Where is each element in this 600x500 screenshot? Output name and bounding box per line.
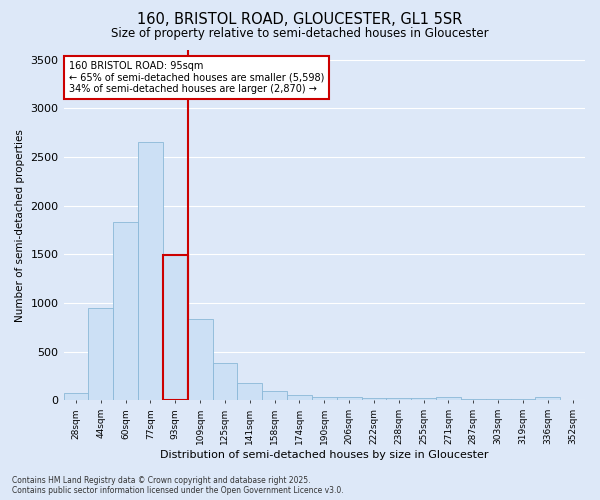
Bar (188, 318, 212, 400)
Bar (386, 398, 411, 400)
Bar (287, 395, 312, 400)
Text: 160 BRISTOL ROAD: 95sqm
← 65% of semi-detached houses are smaller (5,598)
34% of: 160 BRISTOL ROAD: 95sqm ← 65% of semi-de… (69, 60, 324, 94)
Bar (535, 397, 560, 400)
Bar (113, 222, 138, 400)
Bar (362, 398, 386, 400)
Bar (312, 396, 337, 400)
Bar (88, 308, 113, 400)
Text: Size of property relative to semi-detached houses in Gloucester: Size of property relative to semi-detach… (111, 28, 489, 40)
Bar (262, 390, 287, 400)
Y-axis label: Number of semi-detached properties: Number of semi-detached properties (15, 129, 25, 322)
Text: 160, BRISTOL ROAD, GLOUCESTER, GL1 5SR: 160, BRISTOL ROAD, GLOUCESTER, GL1 5SR (137, 12, 463, 28)
Bar (411, 398, 436, 400)
Bar (436, 397, 461, 400)
X-axis label: Distribution of semi-detached houses by size in Gloucester: Distribution of semi-detached houses by … (160, 450, 488, 460)
Bar (163, 256, 188, 400)
Bar (461, 399, 485, 400)
Bar (212, 364, 238, 401)
Bar (337, 397, 362, 400)
Bar (138, 142, 163, 400)
Bar (64, 392, 88, 400)
Bar (238, 384, 262, 400)
Text: Contains HM Land Registry data © Crown copyright and database right 2025.
Contai: Contains HM Land Registry data © Crown c… (12, 476, 344, 495)
